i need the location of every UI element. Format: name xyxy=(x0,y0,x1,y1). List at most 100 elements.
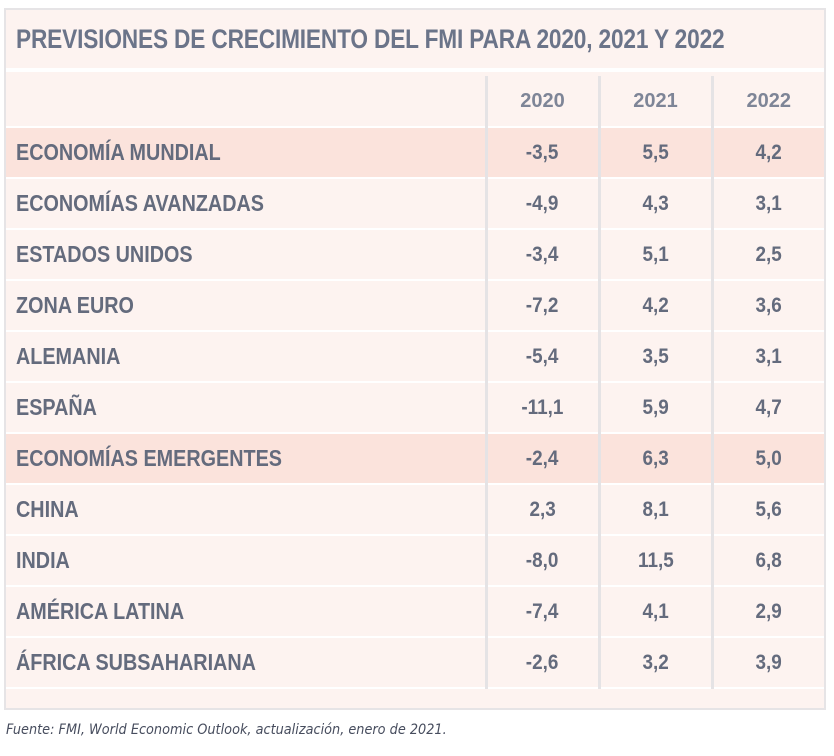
value-text: -7,2 xyxy=(526,293,559,317)
row-label: CHINA xyxy=(6,484,488,536)
row-label: ESTADOS UNIDOS xyxy=(6,229,488,281)
value-cell: 6,3 xyxy=(599,433,714,485)
value-cell: 4,3 xyxy=(599,178,714,230)
value-cell: 2,3 xyxy=(486,484,601,536)
growth-forecast-table: 2020 2021 2022 ECONOMÍA MUNDIAL -3,5 5,5 4,… xyxy=(6,76,824,689)
table-title: PREVISIONES DE CRECIMIENTO DEL FMI PARA … xyxy=(16,23,725,54)
value-text: -5,4 xyxy=(526,344,559,368)
header-corner xyxy=(6,76,488,128)
value-cell: -7,4 xyxy=(486,586,601,638)
row-label-text: INDIA xyxy=(16,547,70,573)
row-label: ECONOMÍAS AVANZADAS xyxy=(6,178,488,230)
row-label-text: AMÉRICA LATINA xyxy=(16,598,185,624)
value-text: 3,5 xyxy=(642,344,669,368)
value-cell: -2,4 xyxy=(486,433,601,485)
value-cell: 11,5 xyxy=(599,535,714,587)
value-text: 5,5 xyxy=(642,140,669,164)
value-cell: -7,2 xyxy=(486,280,601,332)
value-text: 2,5 xyxy=(755,242,782,266)
row-label: AMÉRICA LATINA xyxy=(6,586,488,638)
row-label: ALEMANIA xyxy=(6,331,488,383)
value-text: 6,3 xyxy=(642,446,669,470)
column-header: 2021 xyxy=(599,76,714,128)
value-cell: -3,4 xyxy=(486,229,601,281)
value-cell: 5,0 xyxy=(712,433,824,485)
row-label-text: ZONA EURO xyxy=(16,292,134,318)
value-cell: 4,2 xyxy=(712,127,824,179)
row-label: ECONOMÍA MUNDIAL xyxy=(6,127,488,179)
table-row: ECONOMÍAS EMERGENTES -2,4 6,3 5,0 xyxy=(6,433,824,485)
value-cell: 3,5 xyxy=(599,331,714,383)
value-text: 5,1 xyxy=(642,242,669,266)
table-panel: PREVISIONES DE CRECIMIENTO DEL FMI PARA … xyxy=(4,8,826,710)
value-text: 5,0 xyxy=(755,446,782,470)
column-header: 2020 xyxy=(486,76,601,128)
value-text: -3,4 xyxy=(526,242,559,266)
table-row: ZONA EURO -7,2 4,2 3,6 xyxy=(6,280,824,332)
value-cell: 4,1 xyxy=(599,586,714,638)
value-cell: 2,5 xyxy=(712,229,824,281)
value-text: 3,1 xyxy=(755,344,782,368)
header-row: 2020 2021 2022 xyxy=(6,76,824,128)
value-text: 5,9 xyxy=(642,395,669,419)
value-cell: -3,5 xyxy=(486,127,601,179)
value-text: -8,0 xyxy=(526,548,559,572)
value-cell: 3,2 xyxy=(599,637,714,689)
row-label-text: ESTADOS UNIDOS xyxy=(16,241,193,267)
value-text: 4,3 xyxy=(642,191,669,215)
row-label: ESPAÑA xyxy=(6,382,488,434)
row-label-text: ECONOMÍAS EMERGENTES xyxy=(16,445,282,471)
value-text: 8,1 xyxy=(642,497,669,521)
table-row: AMÉRICA LATINA -7,4 4,1 2,9 xyxy=(6,586,824,638)
value-text: 4,7 xyxy=(755,395,782,419)
value-cell: 5,6 xyxy=(712,484,824,536)
value-text: 4,2 xyxy=(642,293,669,317)
value-cell: 3,1 xyxy=(712,178,824,230)
table-row: ALEMANIA -5,4 3,5 3,1 xyxy=(6,331,824,383)
value-cell: 2,9 xyxy=(712,586,824,638)
value-text: 2,3 xyxy=(529,497,556,521)
value-cell: 5,5 xyxy=(599,127,714,179)
table-row: ESPAÑA -11,1 5,9 4,7 xyxy=(6,382,824,434)
value-text: 4,2 xyxy=(755,140,782,164)
value-text: 2,9 xyxy=(755,599,782,623)
table-row: CHINA 2,3 8,1 5,6 xyxy=(6,484,824,536)
row-label-text: ECONOMÍAS AVANZADAS xyxy=(16,190,264,216)
value-text: -7,4 xyxy=(526,599,559,623)
value-cell: 3,1 xyxy=(712,331,824,383)
value-cell: 5,1 xyxy=(599,229,714,281)
row-label-text: ESPAÑA xyxy=(16,394,97,420)
value-cell: -2,6 xyxy=(486,637,601,689)
value-cell: 8,1 xyxy=(599,484,714,536)
table-row: ESTADOS UNIDOS -3,4 5,1 2,5 xyxy=(6,229,824,281)
table-row: ÁFRICA SUBSAHARIANA -2,6 3,2 3,9 xyxy=(6,637,824,689)
value-text: -11,1 xyxy=(521,395,564,419)
row-label: ECONOMÍAS EMERGENTES xyxy=(6,433,488,485)
value-text: -2,6 xyxy=(526,650,559,674)
row-label-text: ECONOMÍA MUNDIAL xyxy=(16,139,221,165)
row-label-text: CHINA xyxy=(16,496,79,522)
value-cell: -5,4 xyxy=(486,331,601,383)
value-text: -2,4 xyxy=(526,446,559,470)
column-header: 2022 xyxy=(712,76,824,128)
title-bar: PREVISIONES DE CRECIMIENTO DEL FMI PARA … xyxy=(6,10,824,72)
value-text: 3,2 xyxy=(642,650,669,674)
value-text: 5,6 xyxy=(755,497,782,521)
value-text: 4,1 xyxy=(642,599,669,623)
value-text: 6,8 xyxy=(755,548,782,572)
table-row: ECONOMÍA MUNDIAL -3,5 5,5 4,2 xyxy=(6,127,824,179)
value-cell: 3,6 xyxy=(712,280,824,332)
row-label: ÁFRICA SUBSAHARIANA xyxy=(6,637,488,689)
value-cell: 5,9 xyxy=(599,382,714,434)
value-text: 3,9 xyxy=(755,650,782,674)
value-text: 11,5 xyxy=(637,548,674,572)
value-cell: -4,9 xyxy=(486,178,601,230)
table-row: INDIA -8,0 11,5 6,8 xyxy=(6,535,824,587)
value-cell: 4,2 xyxy=(599,280,714,332)
row-label-text: ÁFRICA SUBSAHARIANA xyxy=(16,649,256,675)
value-cell: 6,8 xyxy=(712,535,824,587)
source-note: Fuente: FMI, World Economic Outlook, act… xyxy=(6,722,447,738)
value-text: -3,5 xyxy=(526,140,559,164)
value-text: -4,9 xyxy=(526,191,559,215)
row-label: ZONA EURO xyxy=(6,280,488,332)
